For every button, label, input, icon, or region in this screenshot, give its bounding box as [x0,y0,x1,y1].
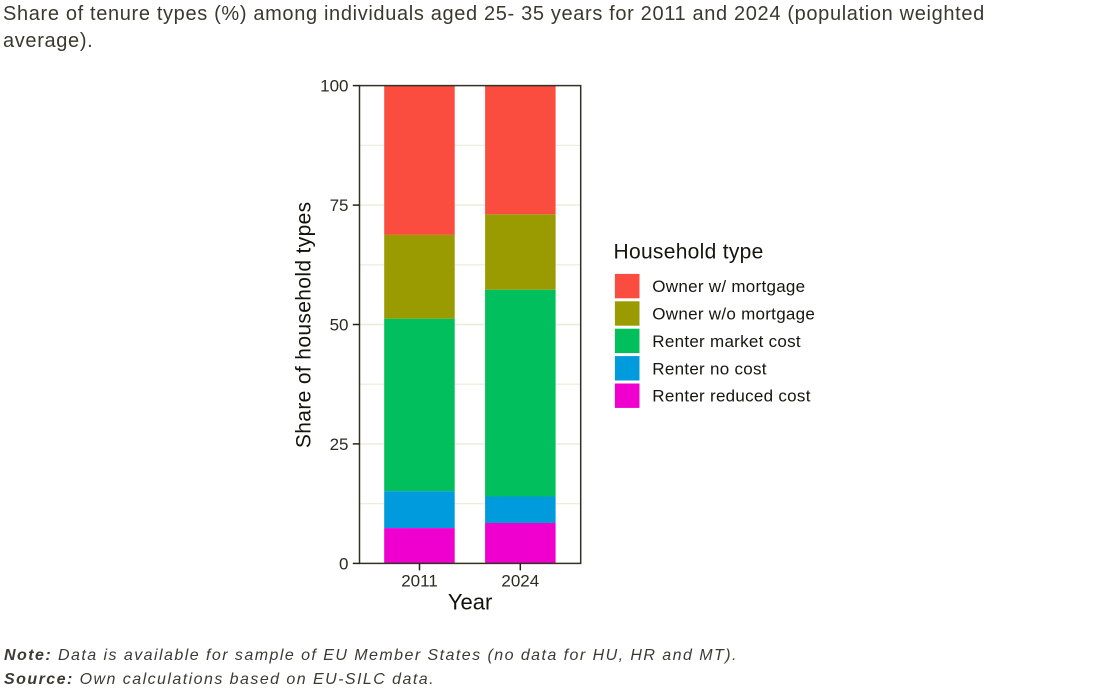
svg-text:Year: Year [448,590,492,615]
svg-text:Renter no cost: Renter no cost [652,359,766,378]
svg-text:Share of household types: Share of household types [293,202,316,449]
svg-text:Owner w/ mortgage: Owner w/ mortgage [652,277,805,296]
svg-text:25: 25 [330,435,349,454]
svg-text:0: 0 [339,554,348,573]
svg-text:Renter reduced cost: Renter reduced cost [652,387,810,406]
svg-text:100: 100 [320,77,348,96]
svg-text:Owner w/o mortgage: Owner w/o mortgage [652,305,815,324]
svg-text:75: 75 [330,196,349,215]
svg-text:Household type: Household type [614,240,764,263]
svg-text:50: 50 [330,316,349,335]
svg-text:2024: 2024 [501,572,539,591]
svg-text:Renter market cost: Renter market cost [652,332,801,351]
svg-text:2011: 2011 [401,572,438,591]
